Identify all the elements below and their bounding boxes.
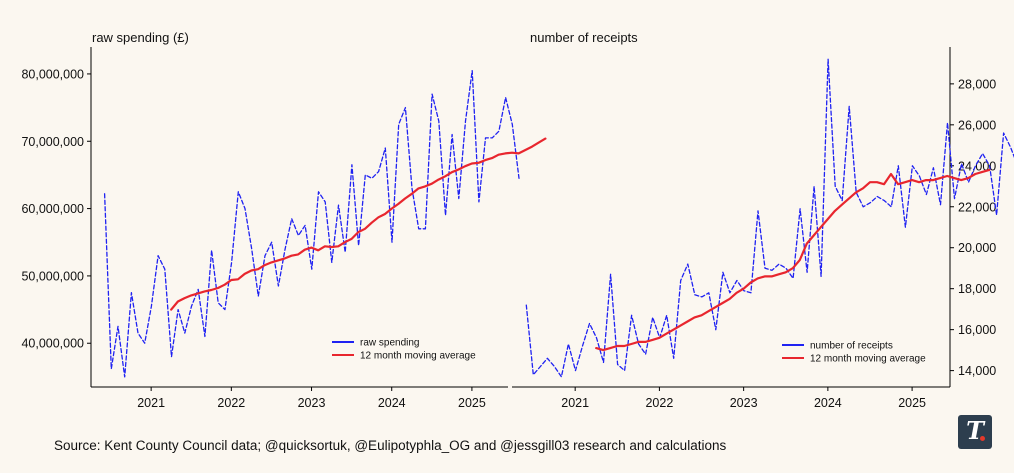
x-tick-label: 2023 [730, 396, 758, 410]
moving-average-line [595, 168, 991, 352]
legend-label: 12 month moving average [360, 351, 476, 362]
receipts-chart: number of receipts 2021 2022 2023 2024 2025 14… [512, 30, 1014, 410]
y-tick-label: 50,000,000 [21, 269, 84, 283]
y-tick-label: 60,000,000 [21, 202, 84, 216]
chart-title: raw spending (£) [92, 30, 189, 45]
legend-label: 12 month moving average [810, 354, 926, 365]
legend-label: number of receipts [810, 341, 893, 352]
x-tick-label: 2023 [298, 396, 326, 410]
source-note: Source: Kent County Council data; @quick… [54, 438, 727, 453]
x-tick-label: 2022 [645, 396, 673, 410]
x-tick-label: 2021 [137, 396, 165, 410]
x-tick-label: 2024 [814, 396, 842, 410]
x-tick-label: 2025 [458, 396, 486, 410]
y-tick-label: 80,000,000 [21, 67, 84, 81]
y-tick-label: 22,000 [958, 200, 996, 214]
y-tick-label: 40,000,000 [21, 337, 84, 351]
y-tick-label: 16,000 [958, 323, 996, 337]
x-tick-label: 2021 [561, 396, 589, 410]
y-tick-label: 28,000 [958, 77, 996, 91]
x-tick-label: 2025 [898, 396, 926, 410]
y-tick-label: 18,000 [958, 282, 996, 296]
publisher-logo: T [958, 415, 992, 449]
raw-spending-chart: raw spending (£) 2021 2022 2023 2024 2025 40,0… [21, 30, 547, 410]
y-tick-label: 14,000 [958, 364, 996, 378]
y-tick-label: 70,000,000 [21, 135, 84, 149]
logo-letter: T [966, 416, 984, 445]
x-tick-label: 2022 [217, 396, 245, 410]
raw-series-line [525, 58, 1014, 378]
logo-dot-icon [980, 436, 985, 441]
raw-series-line [103, 69, 520, 378]
y-tick-label: 20,000 [958, 241, 996, 255]
x-tick-label: 2024 [378, 396, 406, 410]
moving-average-line [170, 137, 547, 311]
chart-title: number of receipts [530, 30, 638, 45]
legend-label: raw spending [360, 338, 419, 349]
y-tick-label: 26,000 [958, 118, 996, 132]
